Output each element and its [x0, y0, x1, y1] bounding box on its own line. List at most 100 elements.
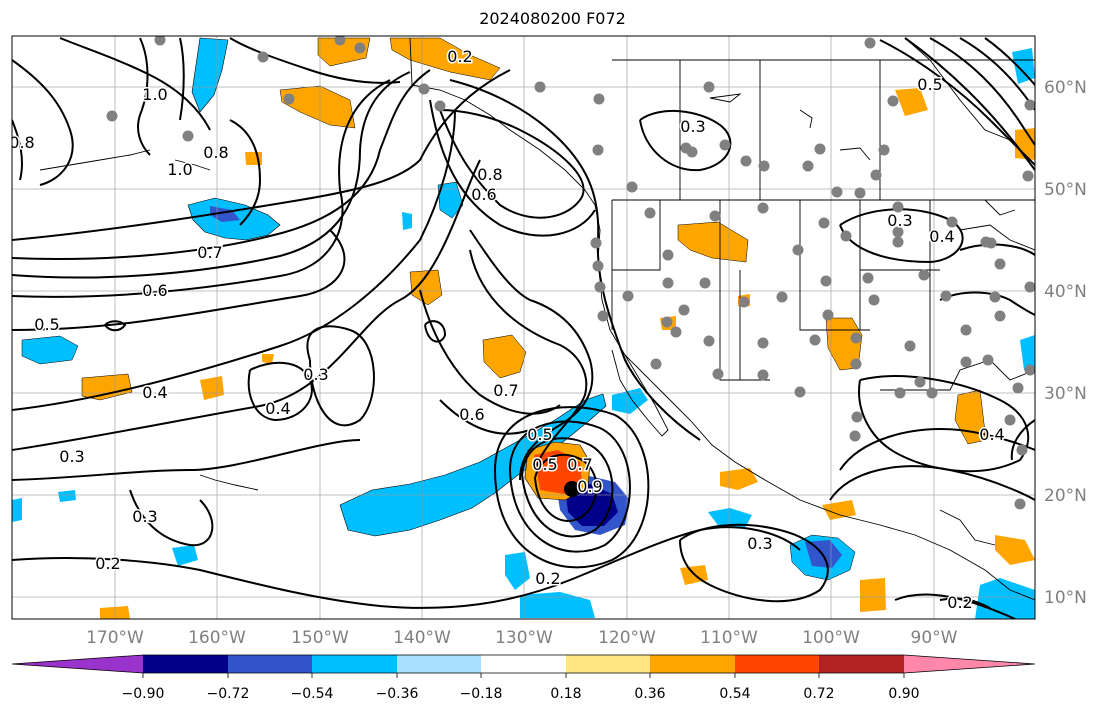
lon-label: 120°W [598, 628, 656, 648]
station-dots [106, 36, 1035, 510]
colorbar-segment [481, 655, 566, 673]
colorbar-tick-label: −0.18 [460, 686, 503, 702]
lon-label: 130°W [495, 628, 553, 648]
lon-label: 160°W [188, 628, 246, 648]
contour-label: 0.6 [459, 405, 484, 424]
colorbar-segment [312, 655, 397, 673]
contour-labels: 0.2 0.2 0.2 0.2 0.3 0.3 0.3 0.3 0.3 0.3 … [9, 46, 1006, 614]
contour-label: 1.0 [142, 85, 167, 104]
contour-label: 0.5 [532, 455, 557, 474]
lat-label: 60°N [1044, 78, 1087, 98]
neg-area [210, 206, 240, 222]
lon-label: 140°W [393, 628, 451, 648]
neg-area [505, 552, 530, 590]
contour-label: 0.4 [142, 383, 167, 402]
colorbar-tick-label: 0.72 [803, 686, 834, 702]
graticule [12, 36, 1035, 619]
contour-label: 0.2 [535, 569, 560, 588]
contour-label: 0.7 [493, 381, 518, 400]
lat-label: 10°N [1044, 588, 1087, 608]
neg-area [1020, 335, 1035, 372]
contour-label: 0.2 [95, 554, 120, 573]
pos-area [389, 37, 501, 81]
neg-area [1012, 48, 1035, 84]
colorbar-segment [143, 655, 228, 673]
contour-label: 0.6 [142, 281, 167, 300]
contour-label: 0.7 [197, 243, 222, 262]
contour-label: 0.3 [303, 365, 328, 384]
neg-area [21, 335, 79, 365]
colorbar: −0.90 −0.72 −0.54 −0.36 −0.18 0.18 0.36 … [11, 654, 1036, 702]
contour-label: 0.3 [680, 117, 705, 136]
colorbar-tick-label: −0.72 [207, 686, 250, 702]
lat-label: 30°N [1044, 384, 1087, 404]
colorbar-tick-label: 0.54 [719, 686, 750, 702]
colorbar-tick-label: −0.90 [122, 686, 165, 702]
lat-label: 20°N [1044, 486, 1087, 506]
pos-area [860, 578, 886, 612]
storm-center-marker [564, 481, 580, 497]
neg-area [708, 508, 752, 528]
pos-area [895, 88, 928, 116]
neg-area [58, 490, 76, 502]
pos-area [81, 373, 133, 401]
colorbar-tick-label: 0.36 [634, 686, 665, 702]
contour-label: 1.0 [167, 160, 192, 179]
contours [12, 37, 1035, 619]
pos-area [822, 500, 856, 520]
coastlines [39, 37, 1035, 601]
neg-area [339, 393, 607, 537]
lon-label: 90°W [911, 628, 958, 648]
colorbar-segment [735, 655, 819, 673]
contour-label: 0.3 [747, 534, 772, 553]
pos-area [677, 221, 749, 263]
contour-label: 0.9 [577, 477, 602, 496]
pos-area [262, 354, 274, 364]
pos-area [720, 468, 758, 490]
neg-area [805, 540, 842, 568]
colorbar-segment [397, 655, 481, 673]
map-frame [11, 35, 1036, 620]
contour-label: 0.4 [265, 399, 290, 418]
contour-label: 0.6 [471, 185, 496, 204]
lat-axis: 60°N 50°N 40°N 30°N 20°N 10°N [1044, 78, 1087, 608]
neg-area [612, 388, 648, 414]
pos-area [995, 535, 1035, 565]
pos-area [482, 334, 527, 379]
lat-label: 40°N [1044, 282, 1087, 302]
contour-label: 0.8 [9, 133, 34, 152]
lon-label: 110°W [700, 628, 758, 648]
lon-label: 150°W [291, 628, 349, 648]
contour-label: 0.3 [59, 447, 84, 466]
pos-area [200, 376, 224, 400]
neg-area [975, 578, 1035, 619]
map-title: 2024080200 F072 [479, 9, 626, 28]
lon-axis: 170°W 160°W 150°W 140°W 130°W 120°W 110°… [86, 628, 958, 648]
neg-area [172, 545, 198, 566]
lon-label: 100°W [802, 628, 860, 648]
contour-label: 0.4 [929, 227, 954, 246]
colorbar-extend-right [904, 655, 1035, 673]
colorbar-segment [566, 655, 650, 673]
neg-area [12, 498, 22, 522]
contour-label: 0.5 [527, 425, 552, 444]
shaded-fields [12, 37, 1035, 619]
contour-label: 0.2 [447, 47, 472, 66]
contour-label: 0.8 [203, 143, 228, 162]
contour-label: 0.3 [132, 507, 157, 526]
contour-label: 0.7 [567, 455, 592, 474]
lon-label: 170°W [86, 628, 144, 648]
neg-area [402, 212, 412, 230]
colorbar-segment [819, 655, 904, 673]
contour-label: 0.8 [477, 165, 502, 184]
contour-label: 0.5 [34, 315, 59, 334]
contour-label: 0.3 [887, 211, 912, 230]
contour-label: 0.4 [979, 425, 1004, 444]
neg-area [191, 37, 229, 113]
lat-label: 50°N [1044, 180, 1087, 200]
contour-label: 0.5 [917, 75, 942, 94]
colorbar-extend-left [12, 655, 143, 673]
neg-area [520, 592, 595, 618]
colorbar-segment [650, 655, 735, 673]
